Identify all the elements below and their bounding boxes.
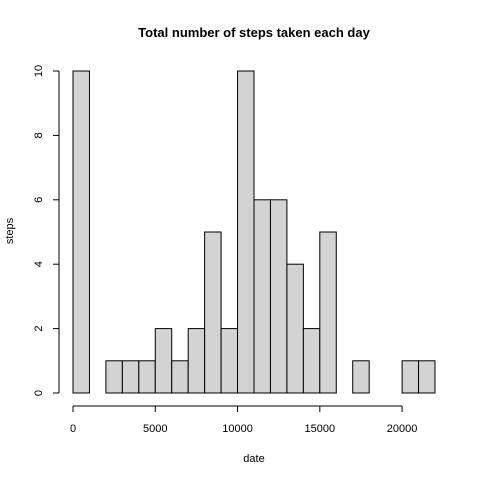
y-axis: 0 2 4 6 8 10	[33, 65, 60, 396]
histogram-bar	[187, 328, 206, 394]
y-tick-label: 0	[33, 390, 45, 396]
bars-group	[72, 70, 436, 394]
x-axis-label: date	[243, 453, 264, 465]
histogram-bar	[418, 360, 436, 394]
histogram-bar	[204, 231, 222, 394]
x-axis: 0 5000 10000 15000 20000	[70, 405, 418, 435]
y-tick-label: 10	[33, 65, 45, 77]
histogram-bar	[72, 70, 90, 394]
x-tick-label: 20000	[387, 423, 418, 435]
histogram-bar	[253, 199, 271, 394]
histogram-bar	[302, 328, 321, 394]
histogram-bar	[105, 360, 123, 394]
histogram-bar	[237, 70, 255, 394]
y-tick-label: 6	[33, 197, 45, 203]
y-tick-label: 2	[33, 326, 45, 332]
histogram-bar	[138, 360, 156, 394]
chart-title: Total number of steps taken each day	[138, 25, 370, 40]
histogram-bar	[401, 360, 420, 394]
histogram-bar	[121, 360, 140, 394]
histogram-bar	[319, 231, 337, 394]
y-tick-label: 4	[33, 261, 45, 267]
x-tick-label: 5000	[143, 423, 167, 435]
x-tick-label: 10000	[222, 423, 253, 435]
y-axis-label: steps	[4, 217, 16, 244]
histogram-bar	[286, 263, 304, 394]
x-tick-label: 0	[70, 423, 76, 435]
histogram-bar	[352, 360, 370, 394]
histogram-bar	[154, 328, 173, 394]
y-tick-label: 8	[33, 132, 45, 138]
x-tick-label: 15000	[305, 423, 336, 435]
histogram-bar	[269, 199, 288, 394]
histogram-bar	[220, 328, 239, 394]
histogram-bar	[171, 360, 189, 394]
